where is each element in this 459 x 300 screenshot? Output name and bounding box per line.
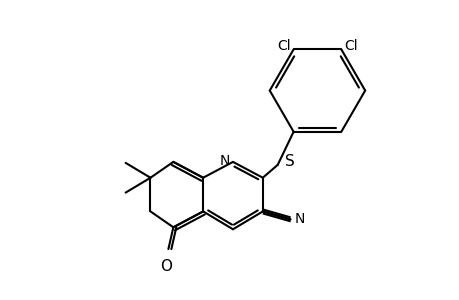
Text: S: S [284, 154, 294, 169]
Text: Cl: Cl [343, 39, 357, 53]
Text: Cl: Cl [276, 39, 290, 53]
Text: N: N [294, 212, 304, 226]
Text: O: O [160, 259, 172, 274]
Text: N: N [219, 154, 230, 168]
